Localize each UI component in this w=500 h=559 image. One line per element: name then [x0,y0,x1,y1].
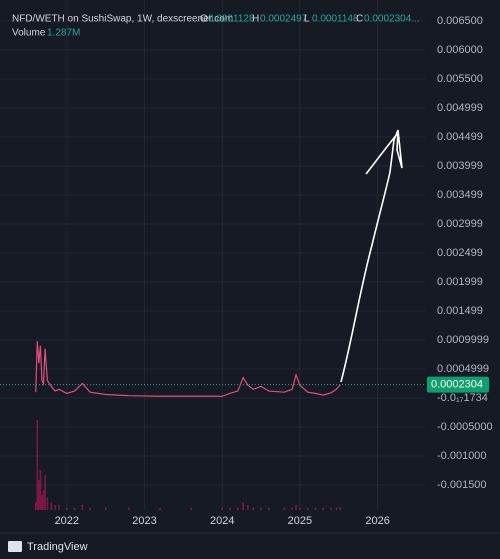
volume-bar [221,507,224,510]
y-tick-label: 0.004499 [437,131,483,143]
volume-bar [306,507,309,510]
x-tick-label: 2026 [365,515,389,527]
brand: TradingView [27,541,88,553]
y-tick-label: -0.001000 [437,450,487,462]
y-tick-label: 0.006000 [437,44,483,56]
symbol: NFD/WETH on SushiSwap, 1W, dexscreener.c… [12,14,233,25]
ohlc-label: C [356,14,363,25]
volume-bar [299,507,301,510]
y-tick-label: 0.004999 [437,102,483,114]
ohlc-label: O [200,14,208,25]
logo: TradingView [8,541,88,553]
volume-bar [44,475,46,510]
volume-bar [229,507,231,510]
y-tick-label: 0.003499 [437,189,483,201]
volume-bar [283,507,286,510]
y-tick-label: 0.006500 [437,15,483,27]
volume-bar [190,507,192,510]
volume-bar [66,507,68,510]
last-price-box [427,376,489,393]
volume-bar [104,507,107,510]
y-tick-label: -0.0005000 [437,421,493,433]
volume-bar [128,507,130,510]
ohlc-value: 0.0001128 [208,14,255,25]
volume-bar [330,507,332,510]
volume-bar [41,495,43,510]
y-tick-label: -0.0₁₇1734 [437,392,488,404]
y-tick-label: 0.001999 [437,276,483,288]
volume-bar [38,480,40,510]
volume-bar [36,420,39,510]
volume-bar [268,507,270,510]
y-tick-label: 0.002499 [437,247,483,259]
volume-bar [247,505,249,510]
y-tick-label: 0.003999 [437,160,483,172]
volume-bar [73,507,76,510]
y-tick-label: 0.001499 [437,305,483,317]
x-tick-label: 2022 [55,515,79,527]
volume-bar [46,497,49,510]
ohlc-value: 0.0001148 [312,14,359,25]
hand-drawn-arrow [340,129,403,383]
volume-bar [50,502,53,510]
volume-bar [39,470,42,510]
y-tick-label: 0.002999 [437,218,483,230]
volume-bar [159,507,161,510]
volume-bar [322,507,325,510]
last-price-label: 0.0002304 [431,379,483,391]
volume-bar [81,505,84,510]
ohlc-value: 0.0002497 [260,14,308,25]
volume-bar [295,505,297,510]
y-tick-label: 0.0004999 [437,363,489,375]
y-tick-label: 0.0009999 [437,334,489,346]
x-tick-label: 2025 [288,515,312,527]
volume-bar [335,507,338,510]
x-tick-label: 2023 [132,515,156,527]
ohlc-label: H [252,14,259,25]
volume-bar [236,507,239,510]
y-tick-label: -0.001500 [437,479,487,491]
volume-bar [34,502,37,510]
volume-bar [291,507,293,510]
volume-value: 1.287M [47,28,80,39]
volume-label: Volume [12,28,46,39]
volume-bar [252,507,255,510]
volume-bar [58,505,60,510]
volume-bar [314,507,317,510]
ohlc-label: L [304,14,310,25]
volume-bar [339,506,342,510]
volume-bar [89,507,91,510]
y-tick-label: 0.005500 [437,73,483,85]
volume-bar [54,505,56,510]
price-line [35,341,341,397]
volume-bar [242,502,244,510]
volume-bar [260,507,262,510]
x-tick-label: 2024 [210,515,234,527]
ohlc-value: 0.0002304... [364,14,420,25]
volume-bar [42,490,45,510]
